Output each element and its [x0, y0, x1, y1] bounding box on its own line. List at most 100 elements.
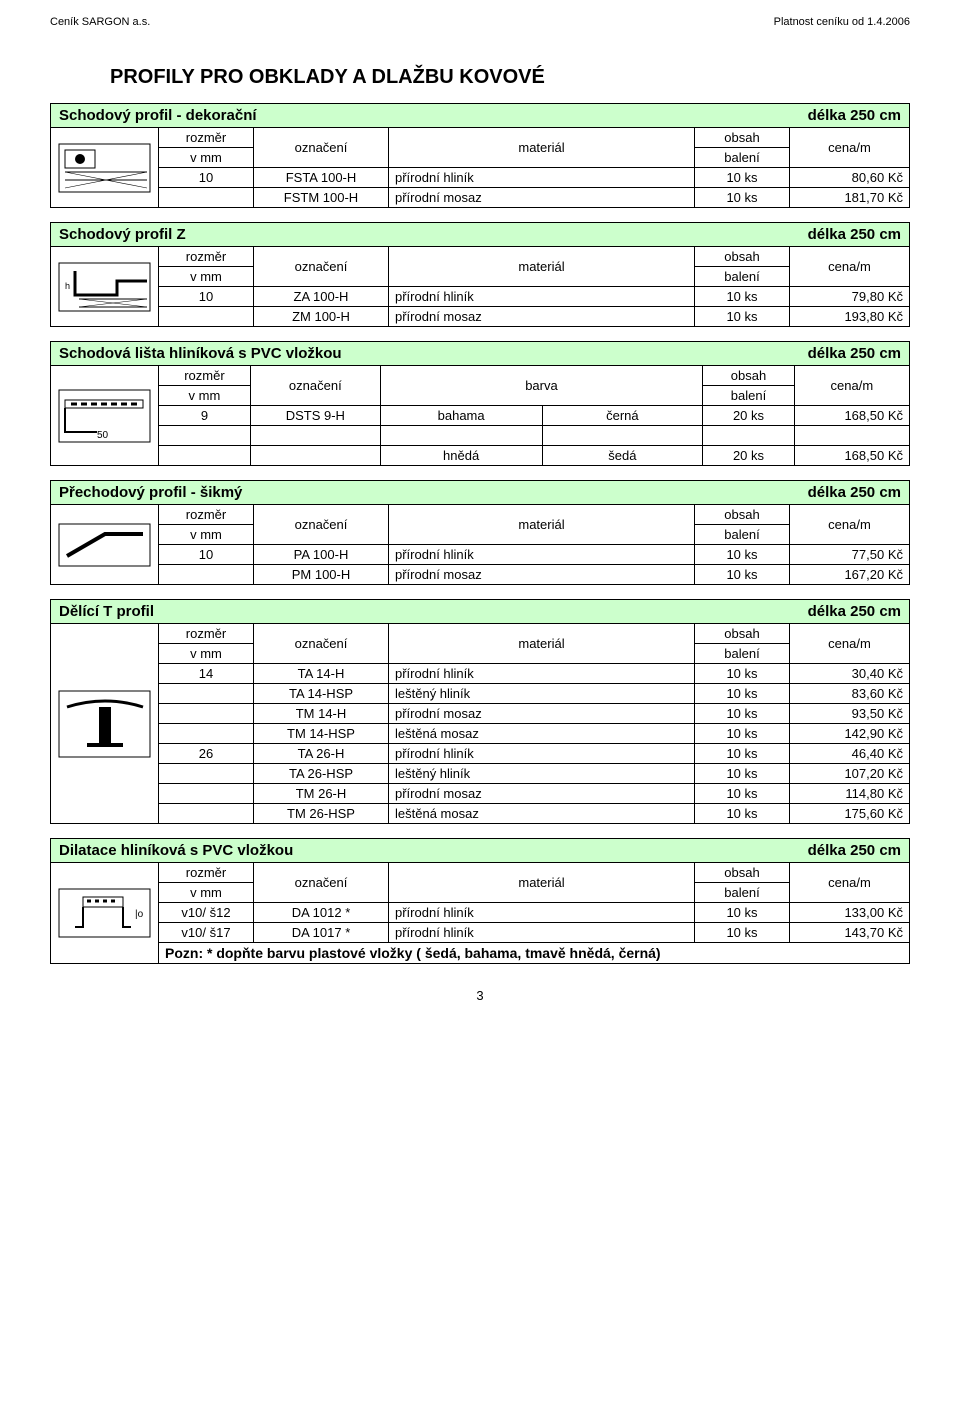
section-table: hrozměroznačenímateriálobsahcena/mv mmba…	[50, 246, 910, 327]
col-oznaceni: označení	[250, 366, 380, 406]
cell-oznaceni: DSTS 9-H	[250, 406, 380, 426]
cell-rozmer	[159, 684, 254, 704]
cell-obsah: 10 ks	[695, 744, 790, 764]
cell-obsah: 10 ks	[695, 724, 790, 744]
section-title-bar: Přechodový profil - šikmýdélka 250 cm	[50, 480, 910, 504]
col-cena: cena/m	[790, 247, 910, 287]
cell-rozmer	[159, 804, 254, 824]
cell-barva-a: bahama	[380, 406, 542, 426]
col-rozmer: rozměr	[159, 128, 254, 148]
profile-icon: |o	[51, 863, 159, 964]
table-row: FSTM 100-Hpřírodní mosaz10 ks181,70 Kč	[51, 188, 910, 208]
col-rozmer: rozměr	[159, 624, 254, 644]
cell-obsah: 10 ks	[695, 565, 790, 585]
section-title-bar: Dilatace hliníková s PVC vložkoudélka 25…	[50, 838, 910, 862]
section-length: délka 250 cm	[808, 345, 901, 362]
section-block: Schodový profil - dekoračnídélka 250 cmr…	[50, 103, 910, 208]
col-obsah: obsah	[695, 505, 790, 525]
cell-rozmer	[159, 565, 254, 585]
section-name: Dělící T profil	[59, 603, 154, 620]
col-rozmer: rozměr	[159, 366, 251, 386]
cell-oznaceni	[250, 446, 380, 466]
col-obsah: obsah	[695, 128, 790, 148]
cell-material: přírodní hliník	[389, 545, 695, 565]
cell-rozmer	[159, 724, 254, 744]
table-row: 10PA 100-Hpřírodní hliník10 ks77,50 Kč	[51, 545, 910, 565]
cell-cena: 168,50 Kč	[794, 446, 909, 466]
svg-text:|o: |o	[135, 909, 144, 920]
cell-material: přírodní hliník	[389, 287, 695, 307]
table-row: TA 26-HSPleštěný hliník10 ks107,20 Kč	[51, 764, 910, 784]
cell-cena: 175,60 Kč	[790, 804, 910, 824]
cell-cena: 133,00 Kč	[790, 903, 910, 923]
table-row	[51, 426, 910, 446]
cell-obsah: 10 ks	[695, 704, 790, 724]
cell-cena: 143,70 Kč	[790, 923, 910, 943]
table-row: TM 26-HSPleštěná mosaz10 ks175,60 Kč	[51, 804, 910, 824]
profile-icon	[51, 505, 159, 585]
col-cena: cena/m	[790, 863, 910, 903]
section-name: Schodová lišta hliníková s PVC vložkou	[59, 345, 342, 362]
col-obsah: obsah	[695, 863, 790, 883]
col-rozmer: rozměr	[159, 505, 254, 525]
cell-obsah: 10 ks	[695, 804, 790, 824]
cell-oznaceni: TA 26-H	[254, 744, 389, 764]
col-rozmer-sub: v mm	[159, 883, 254, 903]
cell-obsah: 10 ks	[695, 307, 790, 327]
section-name: Přechodový profil - šikmý	[59, 484, 242, 501]
table-row: hnědášedá20 ks168,50 Kč	[51, 446, 910, 466]
section-table: rozměroznačenímateriálobsahcena/mv mmbal…	[50, 623, 910, 824]
cell-oznaceni: TM 14-H	[254, 704, 389, 724]
page-title: PROFILY PRO OBKLADY A DLAŽBU KOVOVÉ	[110, 66, 910, 89]
section-length: délka 250 cm	[808, 226, 901, 243]
note-text: Pozn: * dopňte barvu plastové vložky ( š…	[159, 943, 910, 964]
cell-cena: 46,40 Kč	[790, 744, 910, 764]
cell-oznaceni: FSTA 100-H	[254, 168, 389, 188]
profile-icon	[51, 128, 159, 208]
cell-oznaceni: PM 100-H	[254, 565, 389, 585]
col-oznaceni: označení	[254, 247, 389, 287]
col-oznaceni: označení	[254, 505, 389, 545]
cell-oznaceni: TM 14-HSP	[254, 724, 389, 744]
profile-icon: 50	[51, 366, 159, 466]
section-table: rozměroznačenímateriálobsahcena/mv mmbal…	[50, 127, 910, 208]
cell-rozmer	[159, 446, 251, 466]
col-material: materiál	[389, 505, 695, 545]
cell-rozmer: 9	[159, 406, 251, 426]
page-number: 3	[50, 988, 910, 1003]
section-title-bar: Schodový profil Zdélka 250 cm	[50, 222, 910, 246]
section-block: Dilatace hliníková s PVC vložkoudélka 25…	[50, 838, 910, 964]
svg-text:50: 50	[97, 430, 109, 441]
cell-cena: 79,80 Kč	[790, 287, 910, 307]
col-material: materiál	[389, 247, 695, 287]
section-length: délka 250 cm	[808, 842, 901, 859]
cell-cena: 114,80 Kč	[790, 784, 910, 804]
col-cena: cena/m	[790, 505, 910, 545]
section-length: délka 250 cm	[808, 603, 901, 620]
table-row: TM 14-Hpřírodní mosaz10 ks93,50 Kč	[51, 704, 910, 724]
table-row: PM 100-Hpřírodní mosaz10 ks167,20 Kč	[51, 565, 910, 585]
section-block: Dělící T profil délka 250 cm rozměroznačen…	[50, 599, 910, 824]
col-rozmer-sub: v mm	[159, 148, 254, 168]
col-obsah-sub: balení	[695, 644, 790, 664]
cell-material: přírodní hliník	[389, 664, 695, 684]
cell-rozmer	[159, 188, 254, 208]
col-rozmer: rozměr	[159, 247, 254, 267]
col-cena: cena/m	[794, 366, 909, 406]
cell-rozmer: v10/ š12	[159, 903, 254, 923]
col-obsah: obsah	[703, 366, 795, 386]
col-obsah: obsah	[695, 247, 790, 267]
cell-cena: 142,90 Kč	[790, 724, 910, 744]
table-row: 10FSTA 100-Hpřírodní hliník10 ks80,60 Kč	[51, 168, 910, 188]
col-material: materiál	[389, 863, 695, 903]
cell-oznaceni: ZA 100-H	[254, 287, 389, 307]
col-rozmer-sub: v mm	[159, 644, 254, 664]
col-material: materiál	[389, 624, 695, 664]
cell-rozmer	[159, 784, 254, 804]
cell-cena: 77,50 Kč	[790, 545, 910, 565]
cell-cena: 80,60 Kč	[790, 168, 910, 188]
cell-oznaceni: DA 1012 *	[254, 903, 389, 923]
table-row: 10ZA 100-Hpřírodní hliník10 ks79,80 Kč	[51, 287, 910, 307]
cell-rozmer: 10	[159, 168, 254, 188]
svg-text:h: h	[65, 281, 70, 291]
